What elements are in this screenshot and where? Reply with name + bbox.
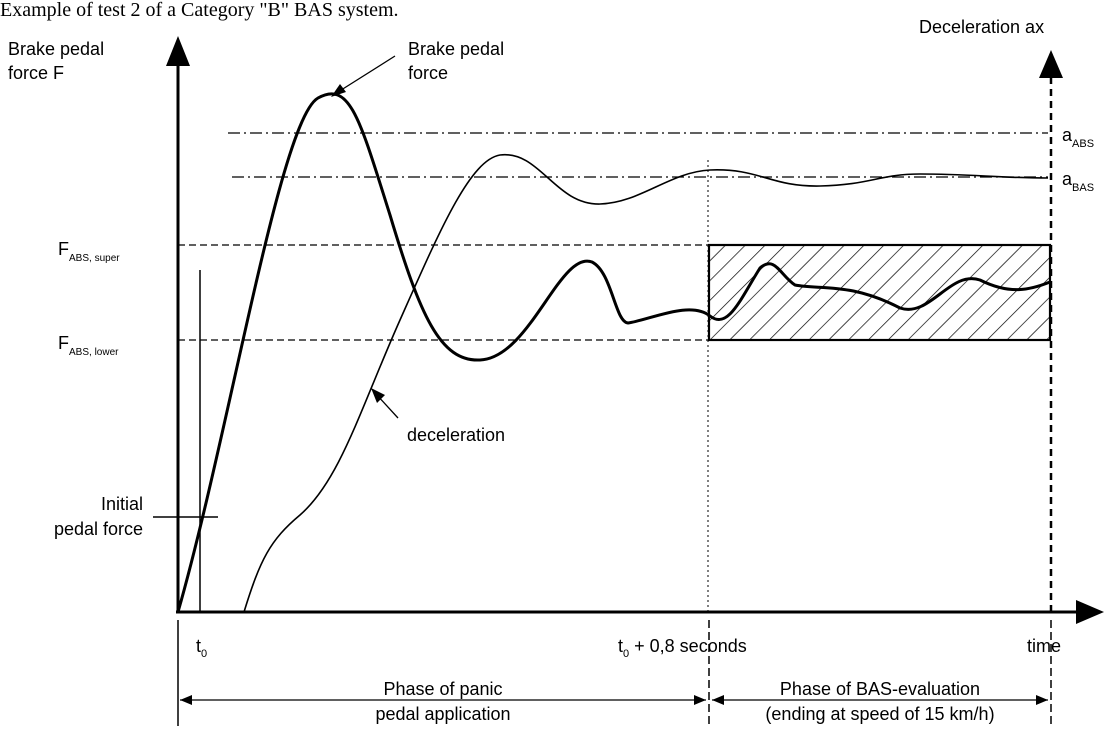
deceleration-curve-label: deceleration [407, 425, 505, 445]
bas-evaluation-band [707, 243, 1052, 342]
phase2-arrow-left [712, 695, 724, 705]
y-axis-right-label: Deceleration ax [919, 17, 1044, 37]
caption: Example of test 2 of a Category "B" BAS … [0, 0, 399, 21]
phase1-label-1: Phase of panic [383, 679, 502, 699]
a-bas-label: aBAS [1062, 169, 1094, 194]
brake-force-curve-label-1: Brake pedal [408, 39, 504, 59]
phase2-arrow-right [1036, 695, 1048, 705]
f-lower-label: FABS, lower [58, 333, 119, 358]
y-axis-right-arrow [1039, 50, 1063, 78]
brake-force-leader [337, 55, 396, 93]
phase1-arrow-right [694, 695, 706, 705]
phase2-label-2: (ending at speed of 15 km/h) [765, 704, 994, 724]
brake-force-leader-arrow [331, 84, 346, 97]
t08-label: t0 + 0,8 seconds [618, 636, 747, 660]
x-axis-label: time [1027, 636, 1061, 656]
y-axis-left-arrow [166, 36, 190, 66]
deceleration-curve [243, 154, 1049, 613]
f-super-label: FABS, super [58, 239, 120, 264]
a-abs-label: aABS [1062, 125, 1094, 150]
phase2-label-1: Phase of BAS-evaluation [780, 679, 980, 699]
brake-pedal-force-curve [176, 92, 1051, 613]
phase1-arrow-left [180, 695, 192, 705]
phase1-label-2: pedal application [375, 704, 510, 724]
x-axis-arrow [1076, 600, 1104, 624]
y-axis-left-label-2: force F [8, 63, 64, 83]
initial-force-label-2: pedal force [54, 519, 143, 539]
y-axis-left-label-1: Brake pedal [8, 39, 104, 59]
deceleration-leader-arrow [371, 388, 385, 403]
brake-force-curve-label-2: force [408, 63, 448, 83]
t0-label: t0 [196, 636, 207, 660]
initial-force-label-1: Initial [101, 494, 143, 514]
